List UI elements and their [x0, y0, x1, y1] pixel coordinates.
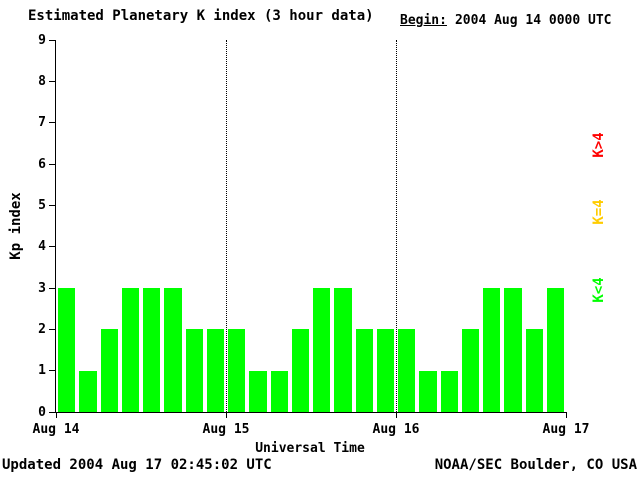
- source-credit: NOAA/SEC Boulder, CO USA: [434, 457, 637, 473]
- y-tick: [49, 204, 55, 206]
- y-tick-label: 9: [38, 32, 46, 48]
- y-tick: [49, 370, 55, 372]
- x-tick-label: Aug 14: [32, 422, 80, 437]
- kp-bar: [249, 370, 267, 412]
- x-tick: [565, 412, 567, 418]
- x-tick-label: Aug 17: [542, 422, 590, 437]
- begin-value: 2004 Aug 14 0000 UTC: [454, 13, 612, 28]
- updated-timestamp: Updated 2004 Aug 17 02:45:02 UTC: [2, 457, 272, 473]
- y-tick: [49, 80, 55, 82]
- begin-label: Begin:: [400, 13, 447, 28]
- y-tick: [49, 122, 55, 124]
- legend-item-1: K=4: [591, 199, 607, 225]
- kp-bar: [206, 329, 224, 412]
- kp-bar: [228, 329, 246, 412]
- kp-bar: [525, 329, 543, 412]
- y-tick-label: 8: [38, 73, 46, 89]
- kp-bar: [546, 288, 564, 412]
- kp-bar: [79, 370, 97, 412]
- y-tick: [49, 246, 55, 248]
- kp-bar: [398, 329, 416, 412]
- x-tick-label: Aug 15: [202, 422, 250, 437]
- kp-bar: [440, 370, 458, 412]
- y-tick-label: 0: [38, 404, 46, 420]
- y-tick: [49, 163, 55, 165]
- legend-item-2: K<4: [591, 277, 607, 303]
- plot-area: 0 1 2 3 4 5 6 7 8 9 Aug 14 Aug 15 Aug 16 Aug 17: [33, 34, 590, 438]
- kp-bar: [185, 329, 203, 412]
- y-tick-label: 3: [38, 280, 46, 296]
- y-tick: [49, 411, 55, 413]
- y-tick: [49, 328, 55, 330]
- x-axis-label: Universal Time: [255, 441, 365, 456]
- y-tick-label: 1: [38, 363, 46, 379]
- x-tick-label: Aug 16: [372, 422, 420, 437]
- kp-bar: [100, 329, 118, 412]
- legend-item-0: K>4: [591, 132, 607, 158]
- chart-title: Estimated Planetary K index (3 hour data…: [28, 8, 374, 24]
- y-tick-label: 5: [38, 197, 46, 213]
- kp-bar: [164, 288, 182, 412]
- kp-bar: [461, 329, 479, 412]
- y-tick-label: 4: [38, 239, 46, 255]
- kp-bar: [504, 288, 522, 412]
- kp-bar: [355, 329, 373, 412]
- y-tick: [49, 287, 55, 289]
- x-tick: [55, 412, 57, 418]
- y-tick-label: 6: [38, 156, 46, 172]
- day-divider: [395, 40, 397, 412]
- kp-bar: [483, 288, 501, 412]
- kp-bar: [376, 329, 394, 412]
- x-tick: [225, 412, 227, 418]
- kp-bar: [419, 370, 437, 412]
- begin-line: Begin: 2004 Aug 14 0000 UTC: [400, 13, 612, 28]
- y-tick-label: 2: [38, 321, 46, 337]
- y-axis-label: Kp index: [8, 192, 24, 260]
- day-divider: [225, 40, 227, 412]
- x-tick: [395, 412, 397, 418]
- kp-bar: [270, 370, 288, 412]
- kp-bar: [334, 288, 352, 412]
- kp-bar: [58, 288, 76, 412]
- kp-bar: [143, 288, 161, 412]
- y-tick: [49, 39, 55, 41]
- y-tick-label: 7: [38, 115, 46, 131]
- kp-bar: [313, 288, 331, 412]
- kp-bar: [121, 288, 139, 412]
- kp-bar: [291, 329, 309, 412]
